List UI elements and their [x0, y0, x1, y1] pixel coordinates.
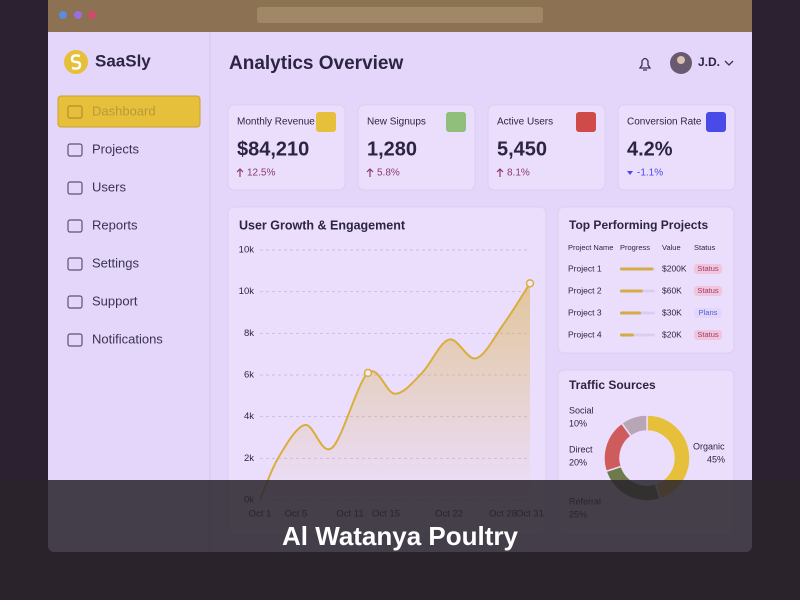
- status: Status: [697, 286, 719, 295]
- status-pill: [694, 286, 722, 296]
- trend-arrow: [627, 171, 633, 175]
- trend-arrow: [236, 168, 244, 177]
- project-name: Project 1: [568, 263, 602, 273]
- kpi-value: $84,210: [237, 138, 309, 160]
- kpi-icon: [316, 112, 336, 132]
- status-pill: [694, 308, 722, 318]
- value-label: 20%: [569, 457, 587, 467]
- kpi-label: New Signups: [367, 117, 426, 128]
- caption: Al Watanya Poultry: [282, 521, 519, 551]
- nav-icon: [67, 143, 83, 157]
- y-tick-label: 8k: [244, 328, 254, 339]
- nav-icon: [67, 295, 83, 309]
- kpi-change: 8.1%: [507, 168, 530, 179]
- nav-icon: [67, 105, 83, 119]
- legend-label: Direct: [569, 444, 593, 454]
- status-pill: [694, 330, 722, 340]
- address-bar[interactable]: [257, 7, 543, 23]
- nav-active[interactable]: [57, 95, 201, 128]
- nav-icon: [67, 181, 83, 195]
- nav-item[interactable]: Support: [92, 293, 138, 308]
- status: Plans: [699, 308, 718, 317]
- kpi-card: [487, 104, 606, 191]
- kpi-change: 5.8%: [377, 168, 400, 179]
- kpi-icon: [706, 112, 726, 132]
- y-tick-label: 10k: [239, 245, 255, 256]
- nav-icon: [67, 333, 83, 347]
- nav-item[interactable]: Reports: [92, 217, 138, 232]
- kpi-value: 5,450: [497, 138, 547, 160]
- kpi-value: 1,280: [367, 138, 417, 160]
- project-name: Project 4: [568, 329, 602, 339]
- avatar-face: [677, 56, 685, 64]
- kpi-icon: [576, 112, 596, 132]
- status: Status: [697, 330, 719, 339]
- progress-bar: [620, 289, 643, 293]
- project-value: $20K: [662, 329, 682, 339]
- caption-banner: [0, 480, 800, 600]
- project-name: Project 2: [568, 285, 602, 295]
- page-title: Analytics Overview: [229, 53, 403, 74]
- status-pill: [694, 264, 722, 274]
- progress-bar: [620, 267, 654, 271]
- value-label: 10%: [569, 418, 587, 428]
- point: [363, 368, 373, 378]
- point: [525, 279, 535, 288]
- nav-item[interactable]: Users: [92, 179, 126, 194]
- legend-label: Organic: [693, 441, 725, 451]
- y-tick-label: 2k: [244, 453, 254, 464]
- progress-bar: [620, 311, 641, 315]
- project-value: $200K: [662, 263, 687, 273]
- bell-icon[interactable]: [638, 57, 652, 71]
- line: [259, 282, 531, 501]
- kpi-label: Active Users: [497, 117, 553, 128]
- nav-icon: [67, 219, 83, 233]
- kpi-card: [357, 104, 476, 191]
- column-header: Status: [694, 243, 716, 252]
- kpi-value: 4.2%: [627, 138, 673, 160]
- status: Status: [697, 264, 719, 273]
- project-name: Project 3: [568, 307, 602, 317]
- kpi-card: [227, 104, 346, 191]
- logo-mark: [70, 54, 82, 70]
- kpi-card: [617, 104, 736, 191]
- trend-arrow: [366, 168, 374, 177]
- column-header: Project Name: [568, 243, 613, 252]
- value-label: 45%: [707, 454, 725, 464]
- window-dot[interactable]: [88, 11, 96, 19]
- area: [260, 283, 530, 500]
- y-tick-label: 6k: [244, 370, 254, 381]
- trend-arrow: [496, 168, 504, 177]
- projects-card: [557, 206, 735, 354]
- projects-title: Top Performing Projects: [569, 218, 708, 232]
- kpi-change: 12.5%: [247, 168, 275, 179]
- nav-item[interactable]: Projects: [92, 141, 139, 156]
- y-tick-label: 4k: [244, 411, 254, 422]
- donut-slice: [620, 414, 648, 438]
- y-tick-label: 10k: [239, 286, 255, 297]
- chart-title: User Growth & Engagement: [239, 218, 406, 232]
- window-dot[interactable]: [74, 11, 82, 19]
- project-value: $60K: [662, 285, 682, 295]
- nav-item[interactable]: Notifications: [92, 331, 163, 346]
- progress-bar: [620, 333, 634, 337]
- window-dot[interactable]: [59, 11, 67, 19]
- nav-item[interactable]: Settings: [92, 255, 139, 270]
- traffic-title: Traffic Sources: [569, 378, 656, 392]
- column-header: Value: [662, 243, 681, 252]
- brand: SaaSly: [95, 51, 151, 70]
- column-header: Progress: [620, 243, 650, 252]
- kpi-change: -1.1%: [637, 168, 663, 179]
- chevron[interactable]: [724, 60, 734, 66]
- kpi-label: Conversion Rate: [627, 117, 702, 128]
- user-name[interactable]: J.D.: [698, 55, 720, 69]
- project-value: $30K: [662, 307, 682, 317]
- kpi-icon: [446, 112, 466, 132]
- kpi-label: Monthly Revenue: [237, 117, 315, 128]
- nav-item[interactable]: Dashboard: [92, 103, 156, 118]
- legend-label: Social: [569, 405, 594, 415]
- nav-icon: [67, 257, 83, 271]
